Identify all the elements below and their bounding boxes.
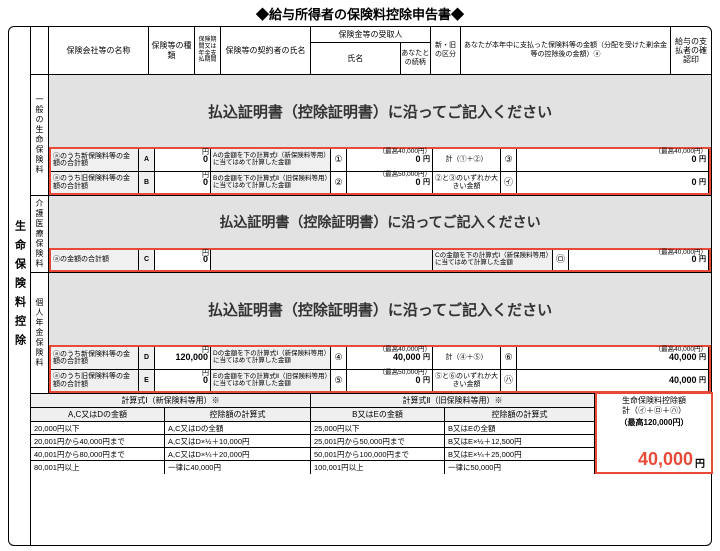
desc-a: Aの金額を下の計算式Ⅰ（新保険料等用）に当てはめて計算した金額 [211,149,331,171]
calc-area: 計算式Ⅰ（新保険料等用）※ 計算式Ⅱ（旧保険料等用）※ A,C又はDの金額 控除… [31,394,711,474]
header-spacer [31,27,49,74]
hdr-type: 保険等の種類 [149,27,195,74]
circ-i: ㋑ [501,172,517,193]
val-6[interactable]: （最高40,000円）40,000 円 [517,347,709,369]
calc-tables: 計算式Ⅰ（新保険料等用）※ 計算式Ⅱ（旧保険料等用）※ A,C又はDの金額 控除… [31,394,595,474]
code-a: A [139,149,155,171]
total-amount: 40,000円 [597,428,711,472]
keisan-45: 計（④＋⑤） [433,347,501,369]
desc-e: Eの金額を下の計算式Ⅱ（旧保険料等用）に当てはめて計算した金額 [211,370,331,391]
lbl-c: ⓐの金額の合計額 [51,250,139,270]
hdr-recipient-rel: あなたとの続柄 [401,43,431,74]
entry-area-pension: 払込証明書（控除証明書）に沿ってご記入ください [49,273,711,345]
total-label: 生命保険料控除額計（㋑＋㋺＋㋩） [597,394,711,417]
entry-note-3: 払込証明書（控除証明書）に沿ってご記入ください [208,299,552,320]
lbl-a: ⓐのうち新保険料等の金額の合計額 [51,149,139,171]
desc-d: Dの金額を下の計算式Ⅰ（新保険料等用）に当てはめて計算した金額 [211,347,331,369]
entry-area-care: 払込証明書（控除証明書）に沿ってご記入ください [49,196,711,248]
desc-b: Bの金額を下の計算式Ⅱ（旧保険料等用）に当てはめて計算した金額 [211,172,331,193]
calc-row-3: 80,001円以上一律に40,000円100,001円以上一律に50,000円 [31,461,595,474]
total-box: 生命保険料控除額計（㋑＋㋺＋㋩） （最高120,000円） 40,000円 [595,392,713,474]
hdr-contractor: 保険等の契約者の氏名 [221,27,311,74]
section-general-label: 一般の生命保険料 [31,75,49,195]
calc-h-formula: 控除額の計算式 [165,408,311,421]
val-ha[interactable]: 40,000 円 [517,370,709,391]
entry-area-general: 払込証明書（控除証明書）に沿ってご記入ください [49,75,711,147]
circ-6: ⑥ [501,347,517,369]
main-area: 保険会社等の名称 保険等の種類 保険期間又は年金支払期間 保険等の契約者の氏名 … [31,27,711,545]
val-5[interactable]: （最高50,000円）0 円 [347,370,433,391]
hdr-period: 保険期間又は年金支払期間 [195,27,221,74]
page: ◆給与所得者の保険料控除申告書◆ 生命保険料控除 保険会社等の名称 保険等の種類… [0,0,720,551]
amt-c[interactable]: 円0 [155,250,211,270]
amt-a[interactable]: 円0 [155,149,211,171]
circ-2: ② [331,172,347,193]
hdr-recipient: 保険金等の受取人 氏名 あなたとの続柄 [311,27,431,74]
calc-h-amt: A,C又はDの金額 [31,408,165,421]
circ-ha: ㋩ [501,370,517,391]
form-outer: 生命保険料控除 保険会社等の名称 保険等の種類 保険期間又は年金支払期間 保険等… [8,26,712,546]
code-d: D [139,347,155,369]
val-ro[interactable]: （最高40,000円）0 円 [569,250,709,270]
hdr-paid: あなたが本年中に支払った保険料等の金額（分配を受けた剰余金等の控除後の金額）ⓐ [461,27,671,74]
amt-b[interactable]: 円0 [155,172,211,193]
circ-3: ③ [501,149,517,171]
circ-ro: ㋺ [553,250,569,270]
total-max: （最高120,000円） [597,417,711,428]
spacer-c [211,250,433,270]
calc-title-1: 計算式Ⅰ（新保険料等用）※ [31,394,311,407]
calc-row-2: 40,001円から80,000円までA,C又はD×¼＋20,000円50,001… [31,448,595,461]
highlight-care: ⓐの金額の合計額 C 円0 Cの金額を下の計算式Ⅰ（新保険料等用）に当てはめて計… [49,248,711,272]
keisan-12: 計（①＋②） [433,149,501,171]
either-23: ②と③のいずれか大きい金額 [433,172,501,193]
section-pension-label: 個人年金保険料 [31,273,49,393]
circ-4: ④ [331,347,347,369]
highlight-general: ⓐのうち新保険料等の金額の合計額 A 円0 Aの金額を下の計算式Ⅰ（新保険料等用… [49,147,711,195]
desc-c: Cの金額を下の計算式Ⅰ（新保険料等用）に当てはめて計算した金額 [433,250,553,270]
code-c: C [139,250,155,270]
hdr-recipient-top: 保険金等の受取人 [311,27,430,43]
sumrow-a: ⓐのうち新保険料等の金額の合計額 A 円0 Aの金額を下の計算式Ⅰ（新保険料等用… [51,149,709,171]
lbl-e: ⓐのうち旧保険料等の金額の合計額 [51,370,139,391]
val-4[interactable]: （最高40,000円）40,000 円 [347,347,433,369]
val-3[interactable]: （最高40,000円）0 円 [517,149,709,171]
highlight-pension: ⓐのうち新保険料等の金額の合計額 D 円120,000 Dの金額を下の計算式Ⅰ（… [49,345,711,393]
calc-titles: 計算式Ⅰ（新保険料等用）※ 計算式Ⅱ（旧保険料等用）※ [31,394,595,408]
section-care-label: 介護医療保険料 [31,196,49,272]
calc-row-0: 20,000円以下A,C又はDの全額25,000円以下B又はEの全額 [31,422,595,435]
val-2[interactable]: （最高50,000円）0 円 [347,172,433,193]
hdr-company: 保険会社等の名称 [49,27,149,74]
code-b: B [139,172,155,193]
val-1[interactable]: （最高40,000円）0 円 [347,149,433,171]
section-care: 介護医療保険料 払込証明書（控除証明書）に沿ってご記入ください ⓐの金額の合計額… [31,196,711,273]
form-title: ◆給与所得者の保険料控除申告書◆ [8,4,712,23]
lbl-b: ⓐのうち旧保険料等の金額の合計額 [51,172,139,193]
header-row: 保険会社等の名称 保険等の種類 保険期間又は年金支払期間 保険等の契約者の氏名 … [31,27,711,75]
hdr-seal: 給与の支払者の確認印 [671,27,711,74]
code-e: E [139,370,155,391]
hdr-recipient-name: 氏名 [311,43,401,74]
entry-note-2: 払込証明書（控除証明書）に沿ってご記入ください [219,212,540,232]
sumrow-e: ⓐのうち旧保険料等の金額の合計額 E 円0 Eの金額を下の計算式Ⅱ（旧保険料等用… [51,369,709,391]
entry-note: 払込証明書（控除証明書）に沿ってご記入ください [208,101,552,122]
section-pension: 個人年金保険料 払込証明書（控除証明書）に沿ってご記入ください ⓐのうち新保険料… [31,273,711,394]
calc-row-1: 20,001円から40,000円までA,C又はD×½＋10,000円25,001… [31,435,595,448]
calc-title-2: 計算式Ⅱ（旧保険料等用）※ [311,394,595,407]
calc-h-formula2: 控除額の計算式 [445,408,595,421]
vertical-section-label: 生命保険料控除 [9,27,31,545]
circ-1: ① [331,149,347,171]
hdr-newold: 新・旧の区分 [431,27,461,74]
section-general: 一般の生命保険料 払込証明書（控除証明書）に沿ってご記入ください ⓐのうち新保険… [31,75,711,196]
either-56: ⑤と⑥のいずれか大きい金額 [433,370,501,391]
amt-e[interactable]: 円0 [155,370,211,391]
sumrow-b: ⓐのうち旧保険料等の金額の合計額 B 円0 Bの金額を下の計算式Ⅱ（旧保険料等用… [51,171,709,193]
calc-h-amt2: B又はEの金額 [311,408,445,421]
calc-hdr: A,C又はDの金額 控除額の計算式 B又はEの金額 控除額の計算式 [31,408,595,422]
circ-5: ⑤ [331,370,347,391]
sumrow-d: ⓐのうち新保険料等の金額の合計額 D 円120,000 Dの金額を下の計算式Ⅰ（… [51,347,709,369]
lbl-d: ⓐのうち新保険料等の金額の合計額 [51,347,139,369]
amt-d[interactable]: 円120,000 [155,347,211,369]
val-i[interactable]: 0 円 [517,172,709,193]
